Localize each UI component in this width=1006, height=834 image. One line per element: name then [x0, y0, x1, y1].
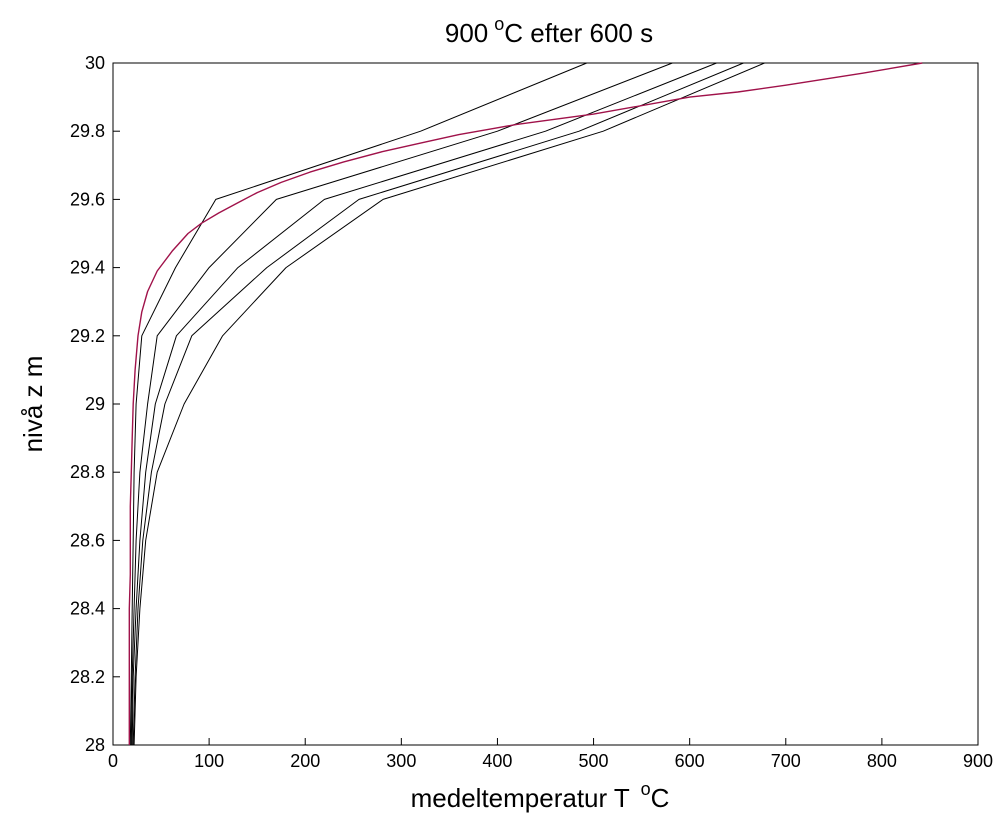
y-tick-label: 28	[85, 735, 105, 755]
x-axis-label: medeltemperatur T oC	[411, 779, 670, 813]
x-tick-label: 900	[963, 751, 993, 771]
plot-area	[112, 62, 979, 746]
y-tick-label: 28.6	[70, 530, 105, 550]
y-tick-label: 29.2	[70, 326, 105, 346]
x-tick-label: 300	[386, 751, 416, 771]
series-group	[128, 62, 923, 746]
y-tick-label: 29.8	[70, 121, 105, 141]
y-axis: 28 28.2 28.4 28.6 28.8 29 29.2 29.4 29.6 29.8 30	[70, 53, 120, 755]
y-tick-label: 28.2	[70, 667, 105, 687]
y-tick-label: 29.6	[70, 189, 105, 209]
x-axis-label-text: medeltemperatur T	[411, 783, 637, 813]
x-axis: 0 100 200 300 400 500 600 700 800 900	[108, 738, 993, 771]
model-series-line-3	[131, 62, 717, 746]
y-tick-label: 28.4	[70, 599, 105, 619]
chart-title-value: 900	[445, 18, 488, 48]
x-axis-label-superscript: o	[641, 779, 651, 799]
x-tick-label: 0	[108, 751, 118, 771]
model-series-line-1	[129, 62, 587, 746]
x-tick-label: 100	[194, 751, 224, 771]
y-tick-label: 30	[85, 53, 105, 73]
x-tick-label: 600	[675, 751, 705, 771]
chart-title-superscript: o	[494, 14, 504, 34]
model-series-line-5	[133, 62, 765, 746]
x-tick-label: 700	[771, 751, 801, 771]
reference-series-line	[128, 62, 923, 745]
y-tick-label: 29	[85, 394, 105, 414]
y-tick-label: 29.4	[70, 258, 105, 278]
y-tick-label: 28.8	[70, 462, 105, 482]
x-tick-label: 500	[579, 751, 609, 771]
model-series-line-2	[130, 62, 673, 746]
x-tick-label: 200	[290, 751, 320, 771]
chart-title-rest: C efter 600 s	[504, 18, 653, 48]
x-axis-label-rest: C	[651, 783, 670, 813]
x-tick-label: 800	[867, 751, 897, 771]
chart-title: 900 oC efter 600 s	[445, 14, 653, 48]
y-axis-label: nivå z m	[18, 356, 48, 453]
model-series-line-4	[132, 62, 744, 746]
x-tick-label: 400	[482, 751, 512, 771]
